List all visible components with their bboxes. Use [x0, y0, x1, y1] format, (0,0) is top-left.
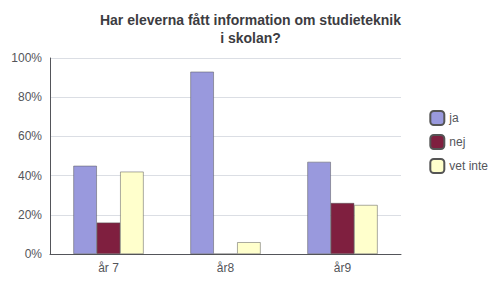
svg-text:60%: 60%: [18, 129, 42, 143]
svg-text:vet inte: vet inte: [449, 159, 488, 173]
svg-text:Har eleverna fått information: Har eleverna fått information om studiet…: [100, 12, 401, 28]
svg-text:år9: år9: [334, 261, 352, 275]
svg-text:100%: 100%: [11, 51, 42, 65]
svg-text:år 7: år 7: [98, 261, 119, 275]
svg-text:år8: år8: [217, 261, 235, 275]
svg-text:80%: 80%: [18, 90, 42, 104]
svg-text:40%: 40%: [18, 169, 42, 183]
svg-text:20%: 20%: [18, 208, 42, 222]
svg-text:0%: 0%: [25, 247, 43, 261]
svg-text:i skolan?: i skolan?: [220, 30, 281, 46]
svg-text:nej: nej: [449, 135, 465, 149]
svg-text:ja: ja: [448, 111, 459, 125]
